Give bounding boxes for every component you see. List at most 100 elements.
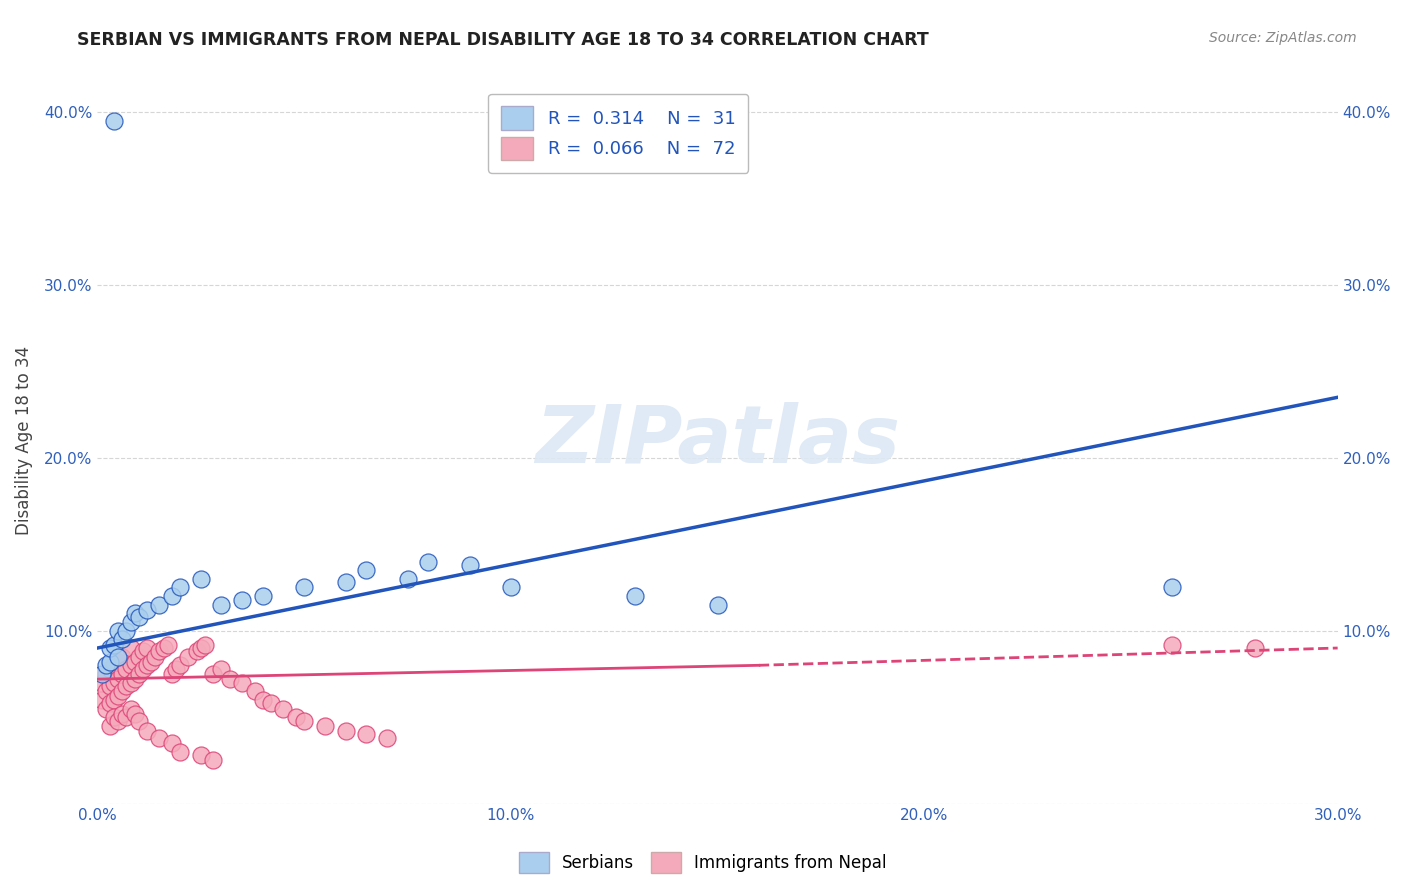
Point xyxy=(169,658,191,673)
Point xyxy=(98,662,121,676)
Point xyxy=(98,696,121,710)
Point xyxy=(706,598,728,612)
Point xyxy=(292,581,315,595)
Point xyxy=(260,696,283,710)
Point xyxy=(115,679,138,693)
Point xyxy=(160,667,183,681)
Point xyxy=(354,727,377,741)
Point xyxy=(124,672,146,686)
Point xyxy=(211,662,233,676)
Point xyxy=(103,710,125,724)
Point xyxy=(141,655,163,669)
Point xyxy=(1244,640,1267,655)
Point xyxy=(132,662,155,676)
Point xyxy=(98,679,121,693)
Point xyxy=(186,644,208,658)
Point xyxy=(354,563,377,577)
Point xyxy=(231,592,253,607)
Point xyxy=(94,684,117,698)
Point xyxy=(120,615,142,629)
Point xyxy=(128,610,150,624)
Point xyxy=(103,693,125,707)
Point xyxy=(190,640,212,655)
Point xyxy=(1161,581,1184,595)
Point xyxy=(458,558,481,572)
Point xyxy=(252,589,274,603)
Point xyxy=(499,581,522,595)
Point xyxy=(107,624,129,638)
Point xyxy=(169,745,191,759)
Point xyxy=(120,640,142,655)
Point xyxy=(90,675,112,690)
Point xyxy=(152,640,174,655)
Point xyxy=(148,644,170,658)
Point xyxy=(243,684,266,698)
Point xyxy=(624,589,647,603)
Point xyxy=(136,658,159,673)
Point xyxy=(94,667,117,681)
Point xyxy=(115,710,138,724)
Point xyxy=(1161,638,1184,652)
Point xyxy=(132,644,155,658)
Point xyxy=(107,655,129,669)
Point xyxy=(165,662,187,676)
Point xyxy=(107,649,129,664)
Point xyxy=(90,667,112,681)
Point xyxy=(177,649,200,664)
Point xyxy=(231,675,253,690)
Point xyxy=(136,603,159,617)
Point xyxy=(107,672,129,686)
Y-axis label: Disability Age 18 to 34: Disability Age 18 to 34 xyxy=(15,346,32,535)
Point xyxy=(292,714,315,728)
Point xyxy=(124,607,146,621)
Point xyxy=(111,632,134,647)
Point xyxy=(115,624,138,638)
Point xyxy=(418,555,440,569)
Point xyxy=(202,753,225,767)
Point xyxy=(107,714,129,728)
Point xyxy=(98,640,121,655)
Legend: R =  0.314    N =  31, R =  0.066    N =  72: R = 0.314 N = 31, R = 0.066 N = 72 xyxy=(488,94,748,173)
Point xyxy=(111,706,134,721)
Point xyxy=(160,589,183,603)
Text: Source: ZipAtlas.com: Source: ZipAtlas.com xyxy=(1209,31,1357,45)
Point xyxy=(190,572,212,586)
Point xyxy=(111,684,134,698)
Point xyxy=(148,731,170,745)
Text: SERBIAN VS IMMIGRANTS FROM NEPAL DISABILITY AGE 18 TO 34 CORRELATION CHART: SERBIAN VS IMMIGRANTS FROM NEPAL DISABIL… xyxy=(77,31,929,49)
Point xyxy=(94,658,117,673)
Point xyxy=(107,690,129,704)
Point xyxy=(98,655,121,669)
Point xyxy=(124,655,146,669)
Point xyxy=(90,693,112,707)
Point xyxy=(335,724,357,739)
Point xyxy=(335,575,357,590)
Point xyxy=(396,572,419,586)
Point xyxy=(120,701,142,715)
Point xyxy=(115,662,138,676)
Point xyxy=(103,675,125,690)
Point xyxy=(136,640,159,655)
Point xyxy=(284,710,307,724)
Point xyxy=(190,748,212,763)
Point xyxy=(218,672,240,686)
Point xyxy=(202,667,225,681)
Point xyxy=(252,693,274,707)
Point xyxy=(128,714,150,728)
Point xyxy=(148,598,170,612)
Point xyxy=(194,638,217,652)
Point xyxy=(120,658,142,673)
Point xyxy=(314,719,336,733)
Point xyxy=(103,638,125,652)
Point xyxy=(375,731,398,745)
Point xyxy=(120,675,142,690)
Point xyxy=(143,649,166,664)
Point xyxy=(160,736,183,750)
Point xyxy=(136,724,159,739)
Point xyxy=(98,719,121,733)
Point xyxy=(103,113,125,128)
Point xyxy=(128,649,150,664)
Point xyxy=(211,598,233,612)
Legend: Serbians, Immigrants from Nepal: Serbians, Immigrants from Nepal xyxy=(512,846,894,880)
Point xyxy=(128,667,150,681)
